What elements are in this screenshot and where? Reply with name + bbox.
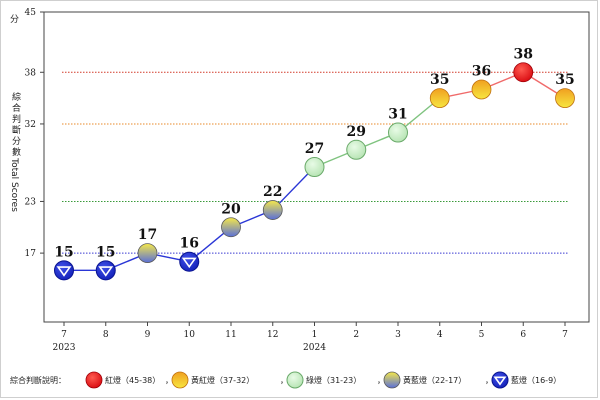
data-point-marker [262,200,283,220]
x-tick-label: 6 [520,330,526,340]
y-unit-label: 分 [10,14,19,25]
legend-label: 藍燈（16-9） [511,375,561,385]
x-tick-label: 12 [267,330,278,340]
data-value-label: 36 [472,64,491,80]
data-point-marker [388,122,408,143]
data-point-marker [304,157,325,177]
data-point-marker-glyph [56,266,72,277]
plot-area [43,11,590,323]
x-tick-label: 2 [353,330,359,340]
x-tick-label: 10 [184,330,196,340]
y-tick-label: 17 [25,249,37,259]
x-tick-label: 1 [312,330,318,340]
data-value-label: 16 [180,236,199,252]
x-year-label: 2023 [53,343,76,353]
x-tick-label: 9 [145,330,151,340]
x-tick-label: 11 [225,330,236,340]
data-point-marker [513,62,534,83]
data-value-label: 22 [263,184,282,200]
data-value-label: 35 [555,72,574,88]
x-tick-label: 5 [479,330,485,340]
data-value-label: 15 [54,244,73,260]
data-value-label: 17 [138,227,157,243]
data-value-label: 27 [305,141,324,157]
data-value-label: 35 [430,72,449,88]
data-value-label: 29 [347,124,366,140]
data-point-marker [429,88,450,109]
y-tick-label: 23 [25,197,37,207]
data-value-label: 20 [221,201,241,217]
legend-label: 黃藍燈（22-17） [403,375,466,385]
data-value-label: 15 [96,244,115,260]
x-tick-label: 8 [103,330,109,340]
legend-prefix: 綜合判斷說明： [10,375,66,385]
data-point-marker [137,243,158,264]
data-value-label: 31 [388,107,407,123]
data-point-marker-glyph [181,257,197,269]
y-axis-label-cn: 綜合判斷分數 [10,91,21,158]
legend-marker [491,371,509,389]
x-tick-label: 7 [562,330,568,340]
data-point-marker [179,251,200,272]
data-point-marker [221,217,241,238]
y-tick-label: 45 [25,8,37,18]
y-tick-label: 38 [25,68,37,78]
legend-label: 黃紅燈（37-32） [191,375,254,385]
x-year-label: 2024 [303,343,326,353]
legend-separator: ， [165,376,173,385]
data-point-marker [346,139,367,160]
legend-marker [383,371,401,389]
legend-marker [171,371,189,389]
legend-separator: ， [485,376,493,385]
data-point-marker [54,260,74,281]
legend-separator: ， [377,376,385,385]
legend-marker [85,371,103,389]
data-point-marker [471,79,492,100]
x-tick-label: 4 [437,330,443,340]
data-value-label: 38 [514,46,533,62]
legend-label: 紅燈（45-38） [105,375,160,385]
legend-marker-glyph [493,376,507,386]
x-tick-label: 7 [61,330,67,340]
legend-label: 綠燈（31-23） [306,375,361,385]
data-point-marker [95,260,116,281]
y-axis-label-en: Total Scores [9,157,19,212]
x-tick-label: 3 [395,330,401,340]
data-point-marker-glyph [98,266,114,277]
legend-separator: ， [280,376,288,385]
y-tick-label: 32 [25,120,36,130]
legend-marker [286,371,304,389]
data-point-marker [555,88,575,109]
